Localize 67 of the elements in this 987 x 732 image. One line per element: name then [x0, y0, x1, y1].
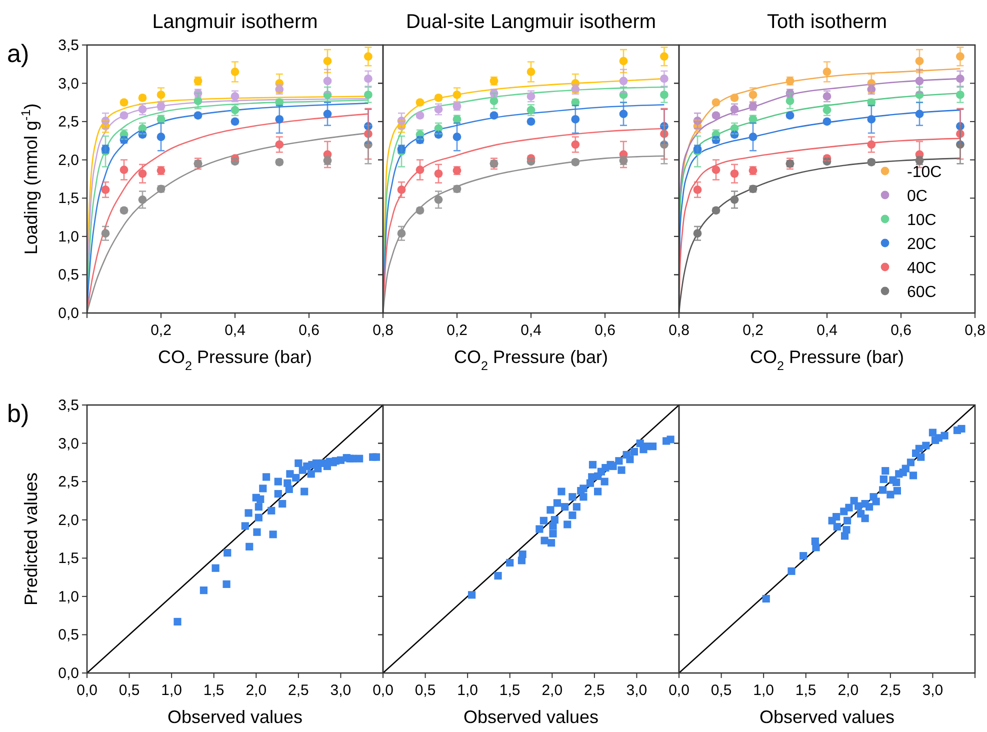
x-tick-label: 0,6 [298, 322, 320, 339]
y-tick-label: 0,0 [58, 305, 79, 322]
x-tick-label: 3,0 [626, 682, 648, 699]
x-tick-label: 2,5 [288, 682, 309, 699]
x-tick-label: 2,0 [838, 682, 859, 699]
y-tick-label: 0,0 [58, 665, 79, 682]
x-tick-label: 0,6 [594, 322, 616, 339]
x-tick-label: 0,0 [668, 682, 690, 699]
text: a) [7, 40, 30, 68]
x-tick-label: 0,4 [520, 322, 542, 339]
x-axis-title: Observed values [759, 707, 895, 727]
y-tick-label: 3,0 [58, 75, 79, 92]
legend-label: -10C [907, 164, 942, 181]
legend-label: 0C [907, 188, 928, 205]
x-tick-label: 1,5 [795, 682, 816, 699]
x-tick-label: 0,5 [710, 682, 732, 699]
x-tick-label: 0,0 [76, 682, 98, 699]
x-tick-label: 0,8 [668, 322, 690, 339]
x-tick-label: 0,2 [150, 322, 172, 339]
x-tick-label: 0,4 [224, 322, 246, 339]
legend-label: 40C [907, 260, 936, 277]
x-tick-label: 3,0 [330, 682, 352, 699]
y-tick-label: 1,5 [58, 550, 79, 568]
chart-title: Langmuir isotherm [152, 11, 318, 33]
x-tick-label: 0,6 [890, 322, 912, 339]
x-tick-label: 2,0 [246, 682, 267, 699]
x-tick-label: 0,5 [414, 682, 436, 699]
x-tick-label: 1,0 [753, 682, 774, 699]
x-tick-label: 1,5 [499, 682, 520, 699]
x-tick-label: 1,5 [203, 682, 224, 699]
chart-title: Dual-site Langmuir isotherm [406, 11, 656, 33]
x-axis-title: CO$_{2}$ Pressure (bar) [158, 347, 312, 373]
y-tick-label: 2,0 [58, 152, 79, 169]
y-tick-label: 3,5 [58, 397, 79, 414]
legend-label: 20C [907, 236, 936, 253]
y-tick-label: 3,5 [58, 37, 79, 54]
x-tick-label: 0,8 [964, 322, 986, 339]
y-axis-title: Predicted values [21, 472, 41, 606]
x-tick-label: 1,0 [457, 682, 478, 699]
y-tick-label: 1,5 [58, 190, 79, 208]
x-tick-label: 0,0 [372, 682, 394, 699]
y-tick-label: 2,5 [58, 114, 79, 131]
y-tick-label: 3,0 [58, 435, 79, 452]
x-axis-title: Observed values [167, 707, 303, 727]
y-tick-label: 2,0 [58, 512, 79, 529]
y-tick-label: 0,5 [58, 626, 79, 644]
x-tick-label: 2,0 [542, 682, 563, 699]
x-tick-label: 3,0 [922, 682, 944, 699]
x-axis-title: CO$_{2}$ Pressure (bar) [750, 347, 904, 373]
legend-label: 10C [907, 212, 936, 229]
y-tick-label: 0,5 [58, 266, 79, 284]
x-tick-label: 0,4 [816, 322, 838, 339]
x-tick-label: 1,0 [161, 682, 182, 699]
x-tick-label: 2,5 [584, 682, 605, 699]
y-tick-label: 1,0 [58, 588, 79, 606]
text: b) [7, 400, 30, 428]
x-tick-label: 0,5 [118, 682, 140, 699]
chart-title: Toth isotherm [766, 11, 888, 33]
y-tick-label: 1,0 [58, 228, 79, 246]
legend-label: 60C [907, 284, 936, 301]
x-tick-label: 0,2 [742, 322, 764, 339]
y-tick-label: 2,5 [58, 474, 79, 491]
x-tick-label: 2,5 [880, 682, 901, 699]
x-axis-title: CO$_{2}$ Pressure (bar) [454, 347, 608, 373]
x-tick-label: 0,2 [446, 322, 468, 339]
x-axis-title: Observed values [463, 707, 599, 727]
x-tick-label: 0,8 [372, 322, 394, 339]
